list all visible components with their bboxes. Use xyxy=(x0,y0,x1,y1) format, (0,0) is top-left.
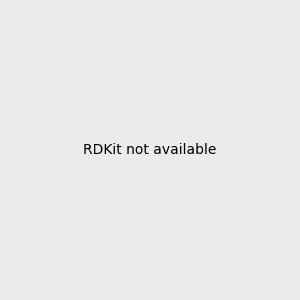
Text: RDKit not available: RDKit not available xyxy=(83,143,217,157)
